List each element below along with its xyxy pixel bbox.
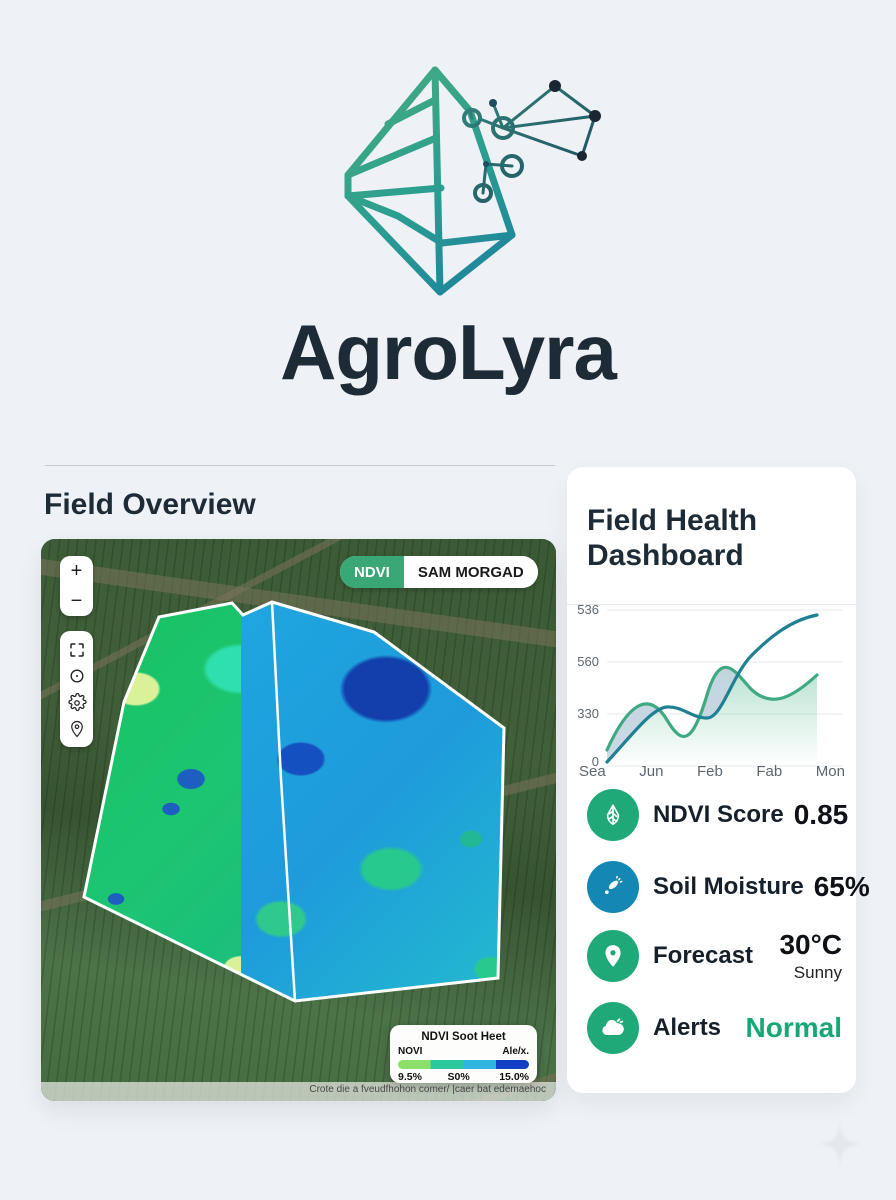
svg-text:330: 330 <box>577 706 599 721</box>
svg-text:560: 560 <box>577 654 599 669</box>
svg-text:536: 536 <box>577 602 599 617</box>
